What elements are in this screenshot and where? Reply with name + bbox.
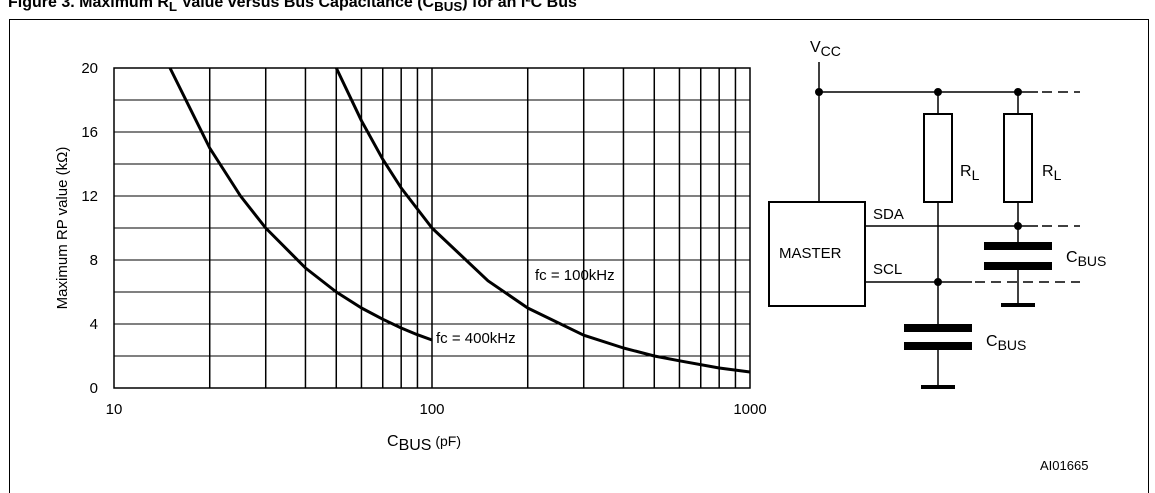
plot-area-border bbox=[113, 67, 751, 389]
resistor-1 bbox=[923, 113, 953, 203]
sda-junction bbox=[1014, 222, 1022, 230]
series-1-label: fc = 400kHz bbox=[436, 330, 516, 347]
x-tick-label: 100 bbox=[419, 401, 444, 418]
capacitor-2-label-sub: BUS bbox=[1078, 253, 1107, 269]
capacitor-1-plate-bottom bbox=[904, 342, 972, 350]
resistor-2-label: RL bbox=[1042, 163, 1062, 183]
capacitor-1-label: CBUS bbox=[986, 333, 1026, 353]
figure-title: Figure 3. Maximum RL Value versus Bus Ca… bbox=[8, 0, 577, 14]
series-labels: fc = 400kHz fc = 100kHz bbox=[436, 267, 615, 347]
y-tick-label: 0 bbox=[90, 380, 98, 397]
x-axis-label-main: C bbox=[387, 433, 399, 450]
scl-junction bbox=[934, 278, 942, 286]
master-block bbox=[768, 201, 866, 307]
y-tick-label: 8 bbox=[90, 252, 98, 269]
resistor-1-label-sub: L bbox=[972, 167, 980, 183]
x-axis-label-sub: BUS bbox=[399, 437, 432, 454]
vcc-label-sub: CC bbox=[821, 43, 841, 59]
capacitor-1-plate-top bbox=[904, 324, 972, 332]
i2c-schematic: VCC MASTER SDA SCL RL CBUS RL bbox=[768, 39, 1106, 389]
capacitor-1-label-sub: BUS bbox=[998, 337, 1027, 353]
y-axis-label: Maximum RP value (kΩ) bbox=[54, 147, 71, 310]
series-2-line bbox=[334, 67, 751, 374]
series-2-label: fc = 100kHz bbox=[535, 267, 615, 284]
y-tick-label: 16 bbox=[81, 124, 98, 141]
vcc-label: VCC bbox=[810, 39, 841, 59]
figure-title-prefix-sub: L bbox=[168, 0, 178, 15]
resistor-2-label-main: R bbox=[1042, 163, 1054, 180]
capacitor-2-label: CBUS bbox=[1066, 249, 1106, 269]
y-tick-labels: 0 4 8 12 16 20 bbox=[81, 60, 98, 397]
master-label: MASTER bbox=[779, 245, 842, 262]
resistor-1-label-main: R bbox=[960, 163, 972, 180]
figure-title-suffix: ) for an I²C Bus bbox=[462, 0, 577, 11]
figure-title-mid: Value versus Bus Capacitance (C bbox=[177, 0, 435, 11]
scl-label: SCL bbox=[873, 261, 902, 278]
capacitor-2-label-main: C bbox=[1066, 249, 1078, 266]
x-tick-label: 1000 bbox=[733, 401, 766, 418]
x-axis-label-unit: (pF) bbox=[431, 433, 461, 449]
y-tick-label: 4 bbox=[90, 316, 98, 333]
figure-title-prefix: Figure 3. Maximum R bbox=[8, 0, 169, 11]
series-1-line bbox=[168, 67, 433, 342]
capacitor-2-plate-top bbox=[984, 242, 1052, 250]
capacitor-1-label-main: C bbox=[986, 333, 998, 350]
x-tick-label: 10 bbox=[106, 401, 123, 418]
x-axis-label: CBUS (pF) bbox=[387, 433, 461, 454]
y-tick-label: 20 bbox=[81, 60, 98, 77]
capacitor-2-plate-bottom bbox=[984, 262, 1052, 270]
resistor-1-label: RL bbox=[960, 163, 980, 183]
vcc-label-main: V bbox=[810, 39, 821, 56]
figure-frame bbox=[9, 19, 1149, 493]
resistor-2 bbox=[1003, 113, 1033, 203]
x-tick-labels: 10 100 1000 bbox=[106, 401, 767, 418]
y-tick-label: 12 bbox=[81, 188, 98, 205]
figure-id: AI01665 bbox=[1040, 458, 1088, 473]
chart-curves bbox=[168, 67, 751, 374]
sda-label: SDA bbox=[873, 206, 904, 223]
resistor-2-label-sub: L bbox=[1054, 167, 1062, 183]
figure-title-mid-sub: BUS bbox=[434, 0, 463, 15]
